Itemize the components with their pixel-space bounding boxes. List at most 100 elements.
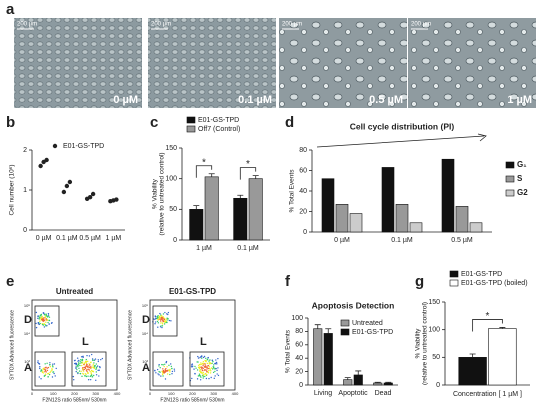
flow-event [207, 371, 209, 373]
flow-event [211, 359, 214, 362]
flow-x-tick: 100 [168, 391, 175, 396]
flow-event [206, 365, 209, 367]
flow-event [214, 375, 216, 377]
flow-event [204, 372, 207, 375]
flow-event [200, 371, 202, 374]
bar [335, 204, 349, 233]
bar [469, 222, 483, 233]
flow-event [90, 353, 93, 356]
flow-event [75, 363, 78, 365]
bar [353, 374, 363, 386]
flow-event [76, 366, 78, 368]
flow-event [41, 323, 44, 326]
flow-event [48, 316, 51, 318]
flow-event [82, 373, 85, 375]
y-tick-label: 100 [291, 315, 303, 322]
gate-label: A [142, 362, 150, 374]
flow-event [204, 365, 206, 367]
legend-swatch [505, 175, 515, 183]
flow-x-tick: 300 [210, 391, 217, 396]
x-tick-label: 1 µM [196, 245, 212, 252]
flow-event [165, 321, 167, 324]
flow-event [197, 375, 200, 377]
gate-label: L [200, 336, 207, 348]
y-tick-label: 50 [169, 206, 177, 213]
x-tick-label: 0.5 µM [79, 235, 101, 242]
flow-event [38, 376, 41, 378]
flow-event [216, 363, 218, 365]
flow-event [52, 371, 55, 373]
flow-event [200, 376, 202, 378]
flow-event [83, 368, 85, 371]
flow-event [50, 370, 52, 373]
flow-event [198, 363, 201, 366]
flow-event [214, 370, 216, 373]
bar [248, 178, 263, 241]
flow-event [47, 321, 49, 324]
flow-event [42, 320, 44, 323]
panel-label: c [150, 114, 158, 131]
flow-event [43, 367, 45, 370]
flow-event [160, 322, 162, 324]
significance-bracket [472, 319, 503, 332]
flow-event [158, 370, 160, 373]
flow-event [73, 359, 76, 362]
flow-event [74, 362, 77, 364]
scale-label: 200 µm [151, 22, 171, 28]
flow-event [98, 369, 100, 371]
flow-event [81, 359, 84, 362]
flow-event [194, 365, 196, 368]
flow-event [162, 370, 164, 372]
flow-event [196, 378, 199, 380]
flow-event [89, 378, 92, 381]
flow-event [94, 358, 97, 360]
flow-event [79, 372, 82, 375]
error-bar [325, 328, 332, 334]
error-bar [355, 370, 362, 375]
gate-label: L [82, 336, 89, 348]
flow-event [79, 360, 81, 363]
flow-event [39, 320, 41, 322]
flow-y-label: SYTOX Advanced fluorescence [127, 310, 133, 380]
flow-event [76, 364, 79, 366]
y-axis-label: (relative to untreated control) [422, 302, 429, 385]
flow-event [164, 370, 167, 372]
error-bar [252, 175, 259, 179]
dot [67, 179, 73, 185]
flow-y-label: SYTOX Advanced fluorescence [9, 310, 15, 380]
flow-event [85, 375, 87, 377]
flow-x-tick: 400 [114, 391, 121, 396]
flow-event [88, 369, 91, 371]
x-tick-label: Dead [375, 390, 392, 397]
flow-event [47, 315, 49, 318]
flow-event [209, 372, 212, 374]
flow-event [99, 365, 101, 368]
y-axis-label: % Viability [415, 328, 422, 359]
flow-event [207, 367, 210, 370]
flow-frame [31, 299, 118, 391]
flow-event [100, 358, 102, 361]
gate [71, 351, 107, 387]
chart-title: Apoptosis Detection [312, 300, 395, 310]
micrograph [279, 18, 407, 108]
flow-event [79, 364, 81, 367]
flow-event [93, 359, 95, 361]
flow-event [193, 368, 195, 370]
flow-event [164, 321, 166, 324]
flow-event [208, 366, 211, 368]
flow-event [208, 367, 211, 370]
flow-event [212, 360, 214, 363]
flow-event [49, 362, 51, 364]
flow-event [46, 367, 48, 369]
x-tick-label: Living [314, 390, 332, 397]
bar [488, 328, 517, 386]
flow-event [162, 372, 164, 374]
flow-event [48, 319, 51, 322]
flow-event [162, 371, 165, 373]
flow-event [90, 369, 93, 372]
flow-event [45, 318, 47, 320]
y-tick-label: 0 [436, 382, 440, 389]
y-tick-label: 40 [295, 355, 303, 362]
flow-event [205, 359, 207, 362]
flow-event [35, 311, 38, 314]
